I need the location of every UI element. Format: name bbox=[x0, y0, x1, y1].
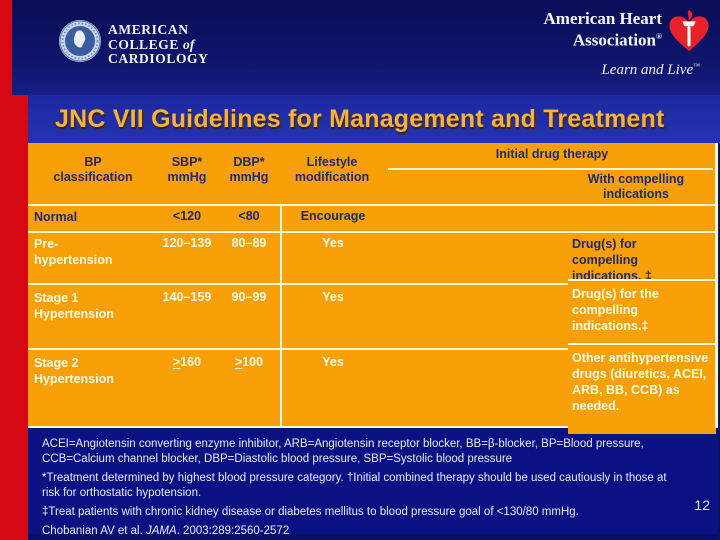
cell-normal-lifestyle: Encourage bbox=[300, 209, 366, 223]
col-header-bp-classification: BP classification bbox=[53, 155, 133, 184]
cell-stage1-lifestyle: Yes bbox=[322, 290, 344, 304]
cell-stage2-dbp: >100 bbox=[234, 355, 264, 369]
col-header-with-compelling-indications: With compelling indications bbox=[587, 172, 685, 201]
row-separator-line bbox=[28, 283, 568, 285]
col-header-lifestyle: Lifestyle modification bbox=[294, 155, 370, 184]
cell-stage1-classification: Stage 1 Hypertension bbox=[34, 291, 114, 321]
cell-prehypertension-sbp: 120–139 bbox=[162, 236, 212, 250]
registered-mark: ® bbox=[656, 32, 662, 41]
aha-logo-text: American Heart Association® bbox=[544, 10, 662, 50]
title-band: JNC VII Guidelines for Management and Tr… bbox=[28, 95, 720, 143]
table-bottom-line bbox=[28, 426, 568, 428]
page-title: JNC VII Guidelines for Management and Tr… bbox=[55, 105, 665, 133]
abbreviations-note: ACEI=Angiotensin converting enzyme inhib… bbox=[42, 438, 644, 465]
cell-stage2-classification: Stage 2 Hypertension bbox=[34, 356, 114, 386]
aha-line2: Association® bbox=[572, 30, 662, 50]
drug-column-extension bbox=[568, 428, 716, 434]
cell-prehypertension-lifestyle: Yes bbox=[322, 236, 344, 250]
aha-line1: American Heart bbox=[543, 9, 662, 28]
cell-stage2-lifestyle: Yes bbox=[322, 355, 344, 369]
cell-normal-dbp: <80 bbox=[238, 209, 260, 223]
guidelines-table: BP classification SBP* mmHg DBP* mmHg Li… bbox=[28, 143, 718, 428]
col-header-initial-drug-therapy: Initial drug therapy bbox=[495, 147, 609, 161]
acc-line2: COLLEGE of bbox=[108, 36, 195, 52]
trademark-mark: ™ bbox=[693, 62, 700, 70]
greater-equal-sign: > bbox=[172, 355, 181, 369]
aha-tagline: Learn and Live™ bbox=[601, 62, 700, 78]
cell-stage1-dbp: 90–99 bbox=[231, 290, 267, 304]
drug-column-separator-line bbox=[568, 279, 715, 281]
acc-seal-icon bbox=[59, 20, 101, 62]
treatment-note: *Treatment determined by highest blood p… bbox=[42, 472, 667, 499]
col-header-dbp: DBP* mmHg bbox=[229, 155, 269, 184]
footnotes-panel: ACEI=Angiotensin converting enzyme inhib… bbox=[28, 428, 718, 540]
greater-equal-sign: > bbox=[234, 355, 243, 369]
kidney-note: ‡Treat patients with chronic kidney dise… bbox=[42, 506, 579, 518]
cell-stage2-sbp: >160 bbox=[172, 355, 202, 369]
column-separator-line bbox=[280, 204, 282, 428]
header-separator-line bbox=[28, 204, 715, 206]
drug-column-separator-line bbox=[568, 343, 715, 345]
cell-prehypertension-classification: Pre- hypertension bbox=[34, 237, 113, 267]
cell-stage1-sbp: 140–159 bbox=[162, 290, 212, 304]
cell-stage2-drug-therapy: Other antihypertensive drugs (diuretics,… bbox=[572, 351, 709, 413]
page-number: 12 bbox=[694, 497, 710, 513]
red-accent-stripe-body bbox=[0, 95, 28, 540]
acc-line3: CARDIOLOGY bbox=[108, 51, 209, 66]
acc-line1: AMERICAN bbox=[108, 22, 189, 37]
aha-heart-torch-icon bbox=[669, 9, 709, 52]
logo-band: AMERICAN COLLEGE of CARDIOLOGY American … bbox=[12, 0, 720, 95]
bottom-edge-strip bbox=[28, 534, 718, 540]
cell-stage1-drug-therapy: Drug(s) for the compelling indications.‡ bbox=[572, 287, 659, 333]
cell-normal-sbp: <120 bbox=[172, 209, 202, 223]
row-separator-line bbox=[28, 231, 715, 233]
cell-prehypertension-drug-therapy: Drug(s) for compelling indications. ‡ bbox=[572, 237, 652, 283]
col-header-sbp: SBP* mmHg bbox=[167, 155, 207, 184]
red-accent-stripe-top bbox=[0, 0, 12, 95]
acc-logo-text: AMERICAN COLLEGE of CARDIOLOGY bbox=[108, 22, 209, 67]
cell-normal-classification: Normal bbox=[34, 210, 78, 224]
cell-prehypertension-dbp: 80–89 bbox=[231, 236, 267, 250]
row-separator-line bbox=[28, 348, 568, 350]
initial-drug-therapy-underline bbox=[388, 168, 713, 170]
